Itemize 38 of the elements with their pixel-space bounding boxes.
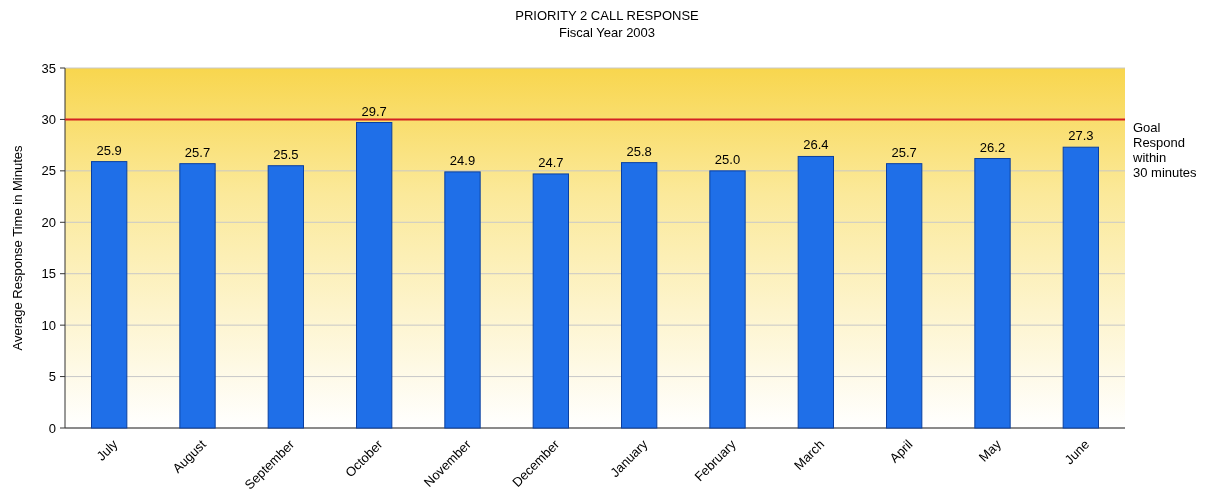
- data-label: 25.8: [626, 143, 652, 159]
- x-tick-label: July: [93, 436, 121, 464]
- bar: [1062, 146, 1099, 429]
- bar: [267, 165, 304, 429]
- bar: [444, 171, 481, 429]
- data-label: 25.7: [184, 144, 211, 160]
- y-tick-label: 15: [41, 266, 56, 282]
- y-tick-label: 35: [41, 60, 56, 76]
- bar: [797, 155, 834, 429]
- data-label: 25.7: [891, 144, 917, 160]
- chart-subtitle: Fiscal Year 2003: [558, 25, 656, 40]
- data-label: 24.7: [538, 154, 564, 170]
- chart-title: PRIORITY 2 CALL RESPONSE: [515, 8, 700, 23]
- ref-line-label: Goal Respond within 30 minutes: [1132, 120, 1198, 181]
- y-tick-label: 10: [41, 317, 56, 333]
- x-tick-label: May: [975, 436, 1005, 465]
- y-tick-label: 20: [41, 214, 56, 230]
- y-tick-label: 0: [48, 420, 56, 436]
- bar: [532, 173, 569, 429]
- bar: [974, 158, 1011, 429]
- bar: [179, 163, 216, 429]
- data-label: 27.3: [1068, 128, 1094, 144]
- data-label: 25.9: [96, 142, 122, 158]
- data-label: 26.2: [979, 139, 1006, 155]
- y-tick-label: 5: [48, 369, 56, 385]
- data-label: 26.4: [803, 137, 829, 153]
- bar: [621, 162, 658, 429]
- data-label: 29.7: [361, 103, 387, 119]
- data-label: 25.5: [273, 146, 299, 162]
- bar: [356, 122, 393, 429]
- y-tick-label: 30: [41, 111, 56, 127]
- bar: [709, 170, 746, 429]
- y-axis-title: Average Response Time in Minutes: [10, 145, 25, 351]
- bar: [91, 161, 128, 429]
- data-label: 25.0: [714, 151, 741, 167]
- bar: [886, 163, 923, 429]
- y-tick-label: 25: [41, 163, 56, 179]
- data-label: 24.9: [449, 152, 476, 168]
